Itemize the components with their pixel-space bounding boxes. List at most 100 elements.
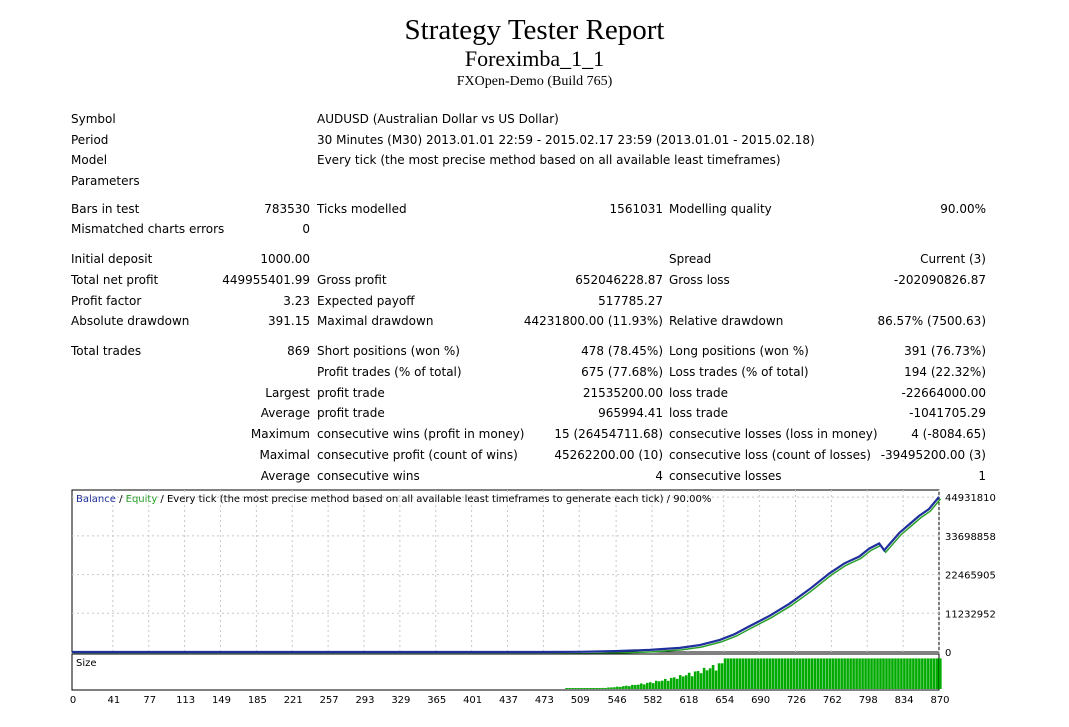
largest-loss-label: loss trade — [669, 386, 728, 400]
size-bar — [822, 658, 826, 689]
legend-sep: / — [116, 494, 126, 505]
size-bar — [783, 658, 787, 689]
average-label: Average — [260, 406, 310, 420]
x-tick-label: 365 — [427, 695, 446, 706]
size-bar — [625, 685, 628, 689]
size-bar — [708, 668, 712, 689]
size-bar — [846, 658, 849, 689]
size-bar — [918, 658, 921, 689]
ticks-label: Ticks modelled — [317, 202, 407, 216]
parameters-label: Parameters — [71, 174, 140, 188]
size-bar — [771, 658, 775, 689]
size-bar — [885, 658, 888, 689]
size-bar — [598, 688, 601, 689]
size-bar — [939, 658, 942, 689]
size-bar — [906, 658, 909, 689]
size-bar — [672, 677, 676, 689]
short-label: Short positions (won %) — [317, 344, 460, 358]
size-bar — [780, 658, 784, 689]
size-bar — [571, 688, 574, 689]
largest-profit-label: profit trade — [317, 386, 385, 400]
report-title: Strategy Tester Report — [404, 14, 665, 46]
largest-profit-value: 21535200.00 — [582, 386, 663, 400]
x-tick-label: 473 — [535, 695, 554, 706]
size-bar — [583, 688, 586, 689]
model-value: Every tick (the most precise method base… — [317, 153, 781, 167]
size-bar — [876, 658, 879, 689]
maxdd-label: Maximal drawdown — [317, 314, 434, 328]
x-tick-label: 437 — [499, 695, 518, 706]
size-bar — [643, 684, 646, 689]
x-tick-label: 113 — [176, 695, 195, 706]
size-bar — [669, 677, 673, 689]
size-bar — [622, 686, 625, 689]
size-bar — [828, 658, 831, 689]
x-tick-label: 401 — [463, 695, 482, 706]
maxdd-value: 44231800.00 (11.93%) — [523, 314, 663, 328]
chart-frame — [71, 489, 940, 653]
size-bar — [714, 670, 718, 689]
size-bar — [858, 658, 861, 689]
expert-name: Foreximba_1_1 — [464, 46, 605, 71]
size-bar — [568, 688, 571, 689]
size-bar — [634, 684, 637, 689]
avg-wins-value: 4 — [655, 469, 663, 483]
size-bar — [654, 680, 658, 689]
server-build: FXOpen-Demo (Build 765) — [456, 74, 613, 89]
bars-label: Bars in test — [71, 202, 140, 216]
size-bar — [574, 688, 577, 689]
pf-value: 3.23 — [283, 294, 310, 308]
size-bar — [646, 682, 649, 689]
size-bar — [649, 682, 652, 689]
ptrades-label: Profit trades (% of total) — [317, 365, 462, 379]
average-loss-label: loss trade — [669, 406, 728, 420]
size-bar — [924, 658, 927, 689]
bars-value: 783530 — [264, 202, 310, 216]
deposit-label: Initial deposit — [71, 252, 153, 266]
size-bar — [717, 663, 721, 689]
size-bar — [729, 658, 733, 689]
pf-label: Profit factor — [71, 294, 142, 308]
absdd-label: Absolute drawdown — [71, 314, 190, 328]
reldd-value: 86.57% (7500.63) — [877, 314, 986, 328]
maximal-loss-label: consecutive loss (count of losses) — [669, 448, 871, 462]
x-tick-label: 41 — [107, 695, 120, 706]
x-tick-label: 329 — [391, 695, 410, 706]
ltrades-label: Loss trades (% of total) — [669, 365, 809, 379]
largest-loss-value: -22664000.00 — [901, 386, 987, 400]
quality-label: Modelling quality — [669, 202, 772, 216]
size-bar — [723, 658, 727, 689]
avg-losses-value: 1 — [978, 469, 986, 483]
average-loss-value: -1041705.29 — [909, 406, 986, 420]
size-bar — [738, 658, 742, 689]
x-tick-label: 618 — [679, 695, 698, 706]
balance-series-line — [72, 496, 940, 654]
x-tick-label: 834 — [895, 695, 914, 706]
x-tick-label: 582 — [643, 695, 662, 706]
size-bar — [732, 658, 736, 689]
max-wins-label: consecutive wins (profit in money) — [317, 427, 525, 441]
long-label: Long positions (won %) — [669, 344, 809, 358]
long-value: 391 (76.73%) — [904, 344, 986, 358]
size-bar — [813, 658, 817, 689]
chart-legend: Balance / Equity / Every tick (the most … — [76, 494, 711, 505]
netprofit-label: Total net profit — [71, 273, 159, 287]
grossprofit-label: Gross profit — [317, 273, 387, 287]
size-bar — [750, 658, 754, 689]
ltrades-value: 194 (22.32%) — [904, 365, 986, 379]
size-label: Size — [76, 658, 97, 669]
size-bar — [834, 658, 837, 689]
max-losses-value: 4 (-8084.65) — [911, 427, 986, 441]
size-bar — [852, 658, 855, 689]
size-bar — [613, 687, 616, 689]
size-bar — [657, 681, 661, 689]
mismatch-label: Mismatched charts errors — [71, 222, 225, 236]
size-bar — [912, 658, 915, 689]
spread-label: Spread — [669, 252, 712, 266]
y-tick-label: 11232952 — [945, 609, 996, 620]
size-bar — [720, 663, 724, 689]
grossloss-value: -202090826.87 — [893, 273, 986, 287]
size-bar — [589, 688, 592, 689]
symbol-label: Symbol — [71, 112, 116, 126]
